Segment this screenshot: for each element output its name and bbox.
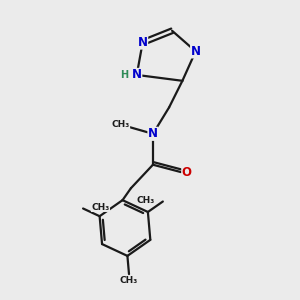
Text: N: N bbox=[148, 127, 158, 140]
Text: N: N bbox=[190, 45, 201, 58]
Text: CH₃: CH₃ bbox=[120, 276, 138, 285]
Text: CH₃: CH₃ bbox=[111, 121, 130, 130]
Text: N: N bbox=[132, 68, 142, 81]
Text: CH₃: CH₃ bbox=[136, 196, 155, 205]
Text: H: H bbox=[120, 70, 128, 80]
Text: CH₃: CH₃ bbox=[91, 202, 110, 211]
Text: O: O bbox=[182, 166, 192, 178]
Text: N: N bbox=[138, 36, 148, 49]
